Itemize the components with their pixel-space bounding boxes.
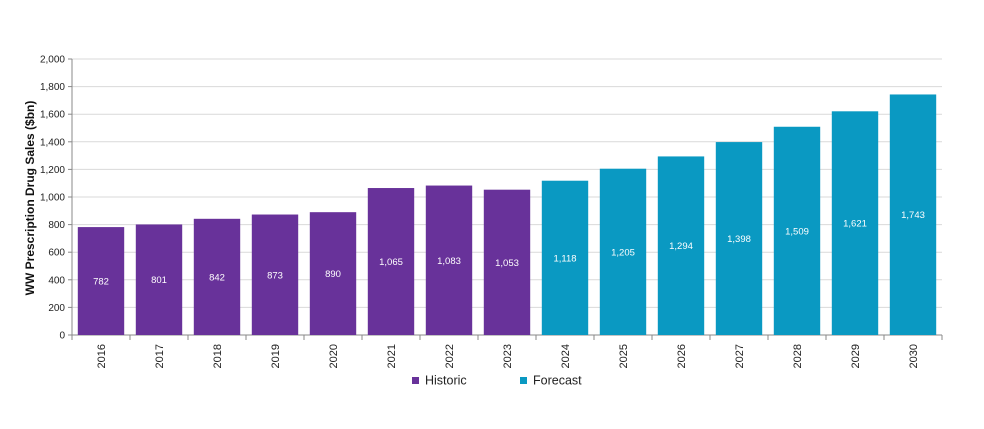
data-label-2027: 1,398	[727, 234, 751, 245]
bar-2016	[77, 227, 125, 335]
x-tick-label: 2029	[850, 344, 862, 368]
bar-2030	[889, 94, 937, 335]
bar-2028	[773, 126, 821, 336]
y-tick-label: 0	[59, 331, 65, 342]
y-axis-title: WW Prescription Drug Sales ($bn)	[23, 101, 37, 296]
x-tick-label: 2023	[502, 344, 514, 368]
data-label-2025: 1,205	[611, 247, 635, 258]
bar-2021	[367, 188, 415, 335]
data-label-2024: 1,118	[553, 253, 576, 264]
legend-swatch-historic	[412, 377, 419, 384]
data-label-2026: 1,294	[669, 241, 693, 252]
x-tick-label: 2030	[908, 344, 920, 368]
data-label-2017: 801	[151, 275, 167, 286]
data-labels: 782 801 842 873 890 1,065 1,083 1,053 1,118 1,205…	[93, 210, 925, 287]
x-tick-label: 2019	[270, 344, 282, 368]
x-tick-label: 2018	[212, 344, 224, 368]
y-tick-label: 800	[48, 220, 65, 231]
y-tick-label: 1,200	[40, 165, 65, 176]
x-tick-label: 2021	[386, 344, 398, 368]
bar-2029	[831, 111, 879, 335]
bar-2018	[193, 218, 241, 335]
bar-2019	[251, 214, 299, 335]
x-tick-label: 2027	[734, 344, 746, 368]
legend-label-historic: Historic	[425, 374, 467, 388]
bar-2022	[425, 185, 473, 335]
x-tick-label: 2028	[792, 344, 804, 368]
data-label-2022: 1,083	[437, 256, 461, 267]
y-tick-label: 200	[48, 303, 65, 314]
y-tick-label: 400	[48, 275, 65, 286]
data-label-2016: 782	[93, 277, 109, 288]
y-tick-label: 2,000	[40, 55, 65, 66]
data-label-2028: 1,509	[785, 226, 809, 237]
y-tick-label: 1,600	[40, 110, 65, 121]
bar-2026	[657, 156, 705, 335]
x-tick-label: 2025	[618, 344, 630, 368]
bars	[77, 94, 937, 336]
x-tick-label: 2017	[154, 344, 166, 368]
bar-2025	[599, 168, 647, 335]
x-tick-label: 2020	[328, 344, 340, 368]
x-tick-label: 2016	[96, 344, 108, 368]
bar-2017	[135, 224, 183, 335]
data-label-2021: 1,065	[379, 257, 403, 268]
data-label-2020: 890	[325, 269, 341, 280]
y-tick-label: 1,400	[40, 137, 65, 148]
data-label-2030: 1,743	[901, 210, 925, 221]
legend-label-forecast: Forecast	[533, 374, 582, 388]
y-tick-label: 600	[48, 248, 65, 259]
y-tick-label: 1,000	[40, 193, 65, 204]
data-label-2029: 1,621	[843, 219, 867, 230]
bar-2020	[309, 212, 357, 335]
bar-2023	[483, 189, 531, 335]
legend-swatch-forecast	[520, 377, 527, 384]
bar-2027	[715, 142, 763, 335]
x-tick-label: 2026	[676, 344, 688, 368]
x-tick-label: 2022	[444, 344, 456, 368]
bar-2024	[541, 180, 589, 335]
data-label-2018: 842	[209, 272, 225, 283]
x-tick-label: 2024	[560, 344, 572, 368]
data-label-2019: 873	[267, 270, 283, 281]
legend: Historic Forecast	[412, 374, 582, 388]
y-tick-label: 1,800	[40, 82, 65, 93]
data-label-2023: 1,053	[495, 258, 519, 269]
